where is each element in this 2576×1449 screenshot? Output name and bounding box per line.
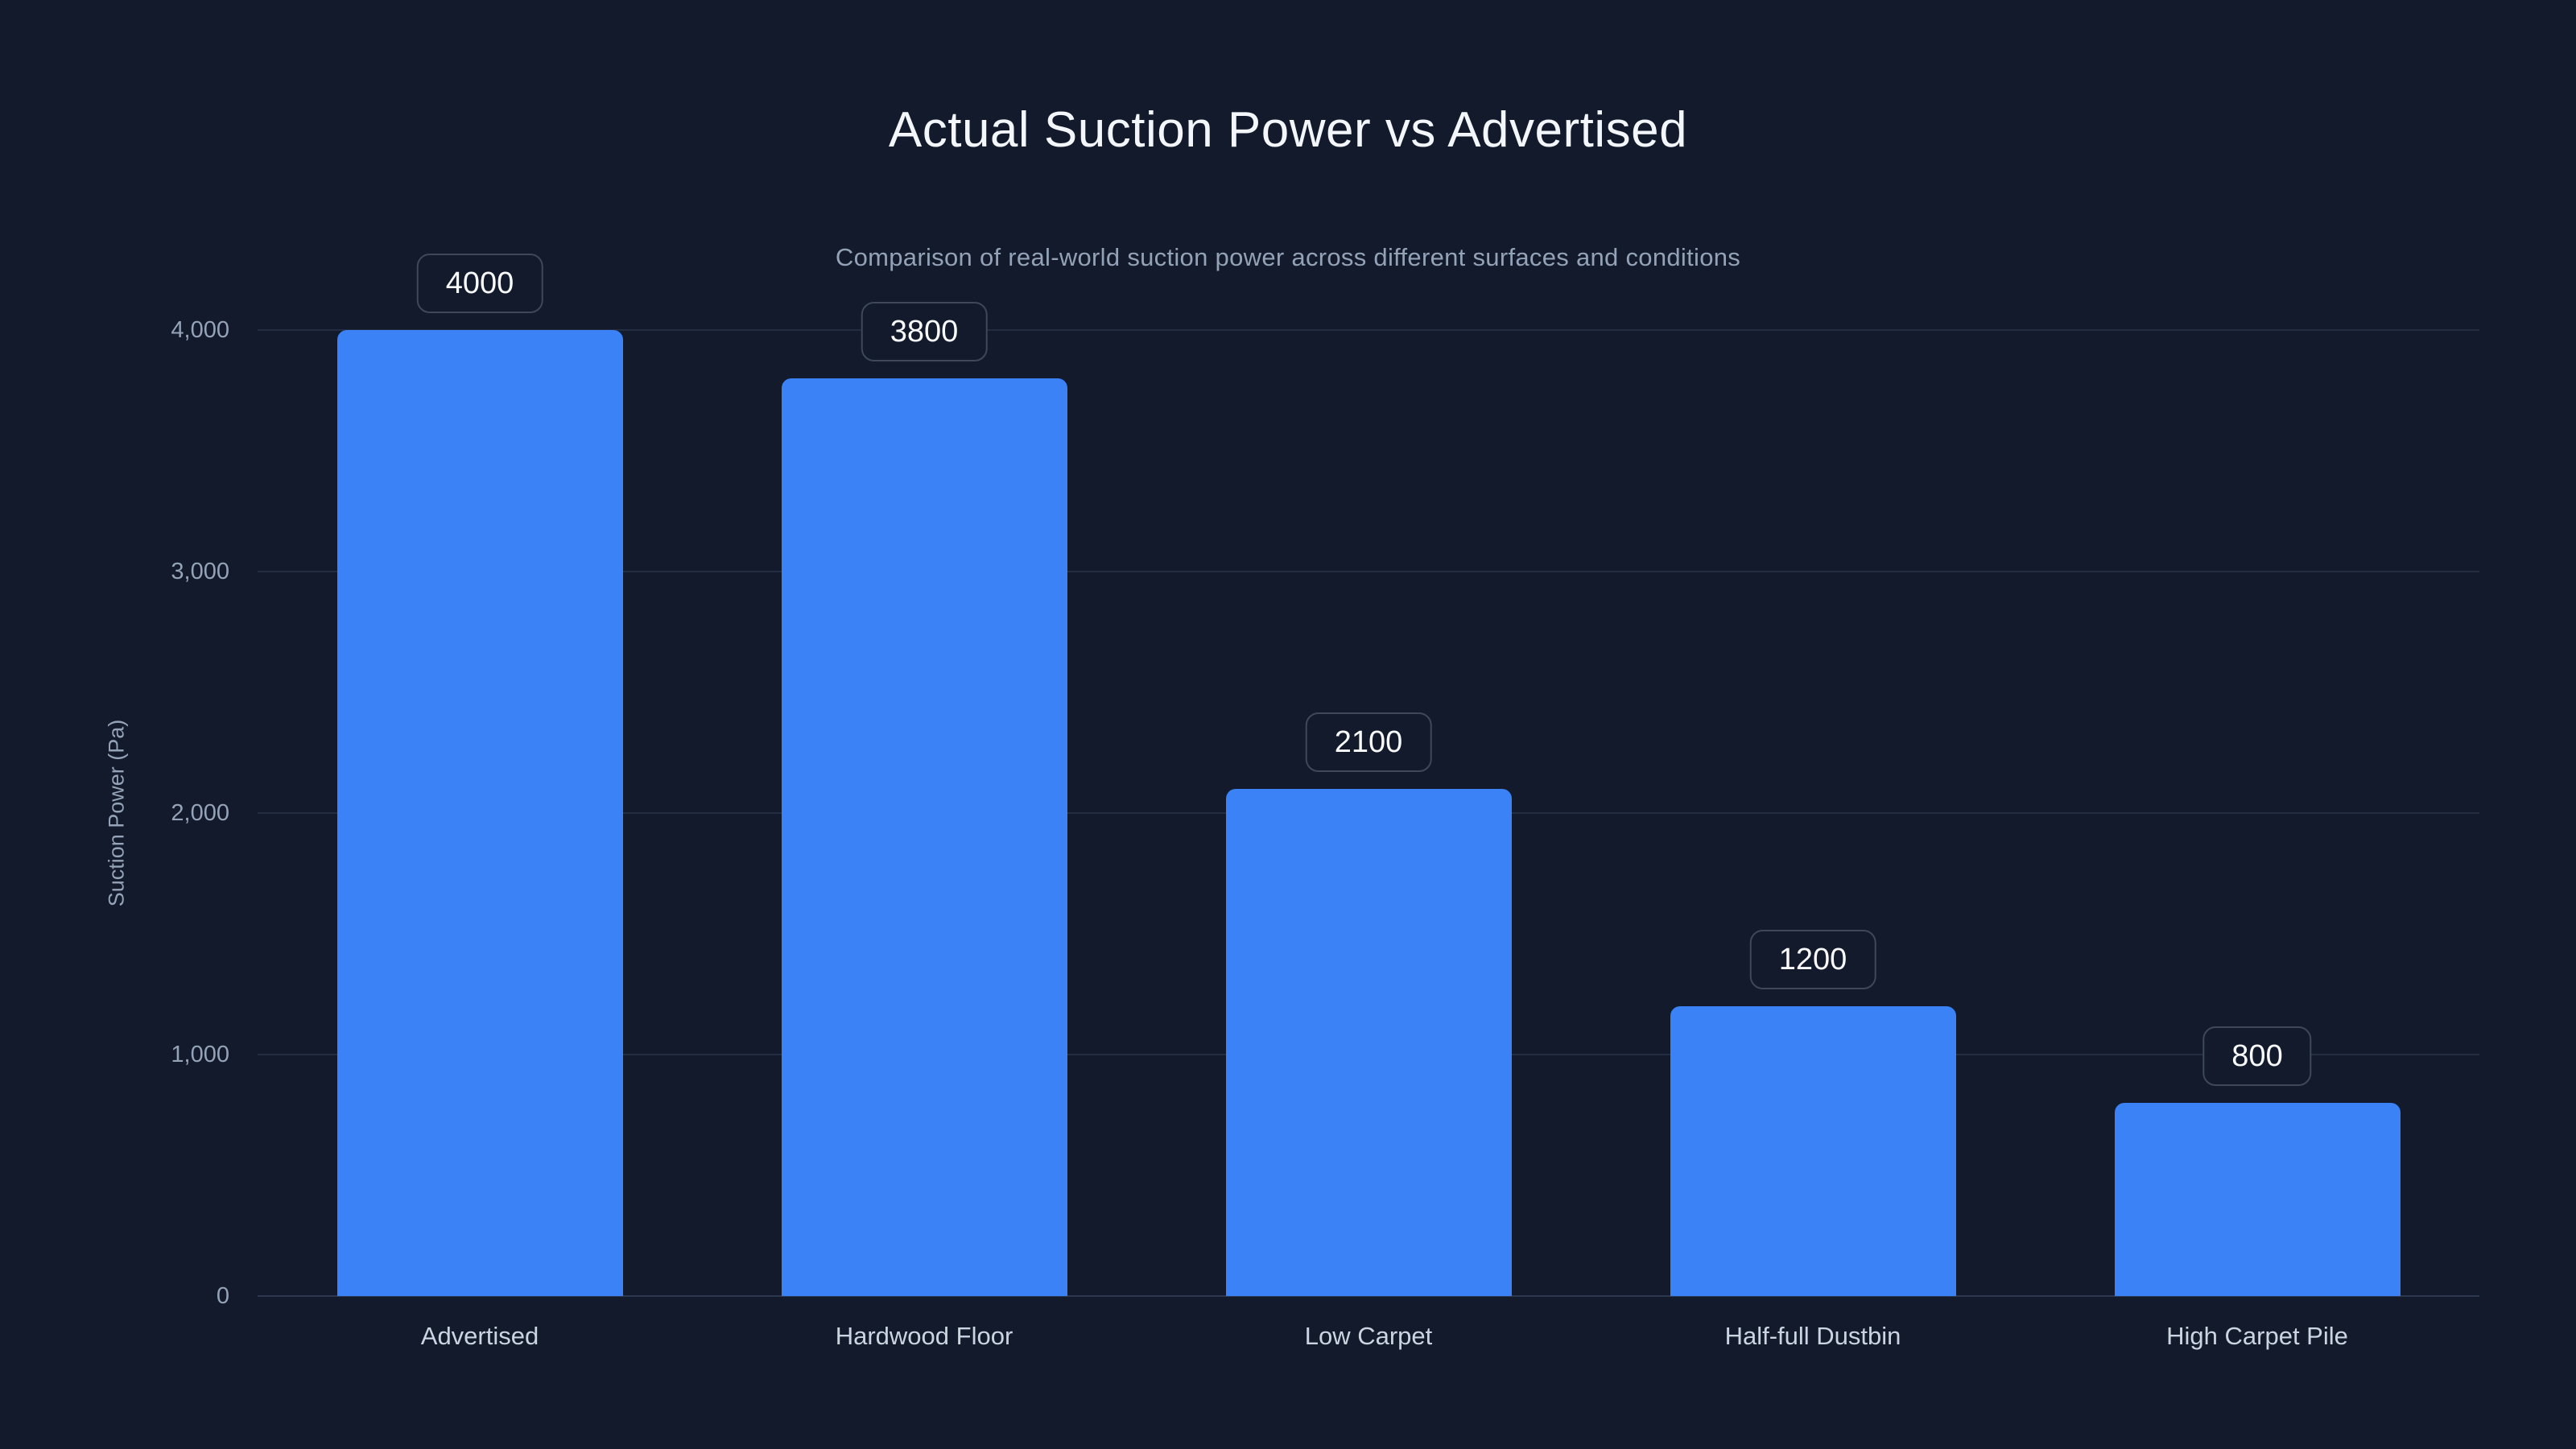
value-badge-low-carpet: 2100 (1305, 712, 1432, 772)
bar-advertised[interactable] (336, 330, 623, 1296)
value-badge-high-carpet-pile: 800 (2202, 1026, 2312, 1086)
value-badge-half-full-dustbin: 1200 (1749, 930, 1876, 989)
y-tick-label-3000: 3,000 (171, 559, 229, 584)
value-badge-advertised: 4000 (416, 254, 543, 313)
x-category-label-advertised: Advertised (420, 1322, 539, 1350)
bar-low-carpet[interactable] (1225, 789, 1512, 1296)
gridline-3000 (258, 571, 2479, 572)
y-tick-label-0: 0 (216, 1283, 229, 1309)
x-category-label-hardwood-floor: Hardwood Floor (835, 1322, 1013, 1350)
value-badge-hardwood-floor: 3800 (861, 302, 988, 361)
bar-half-full-dustbin[interactable] (1670, 1006, 1956, 1296)
bar-hardwood-floor[interactable] (781, 378, 1067, 1296)
y-tick-label-2000: 2,000 (171, 800, 229, 826)
x-axis-baseline (258, 1295, 2479, 1297)
x-category-label-high-carpet-pile: High Carpet Pile (2166, 1322, 2348, 1350)
bar-high-carpet-pile[interactable] (2114, 1103, 2401, 1296)
y-tick-label-1000: 1,000 (171, 1042, 229, 1067)
y-tick-label-4000: 4,000 (171, 317, 229, 343)
gridline-4000 (258, 329, 2479, 331)
x-category-label-low-carpet: Low Carpet (1304, 1322, 1433, 1350)
chart-subtitle: Comparison of real-world suction power a… (835, 243, 1741, 271)
chart-title: Actual Suction Power vs Advertised (888, 102, 1688, 158)
x-category-label-half-full-dustbin: Half-full Dustbin (1724, 1322, 1901, 1350)
